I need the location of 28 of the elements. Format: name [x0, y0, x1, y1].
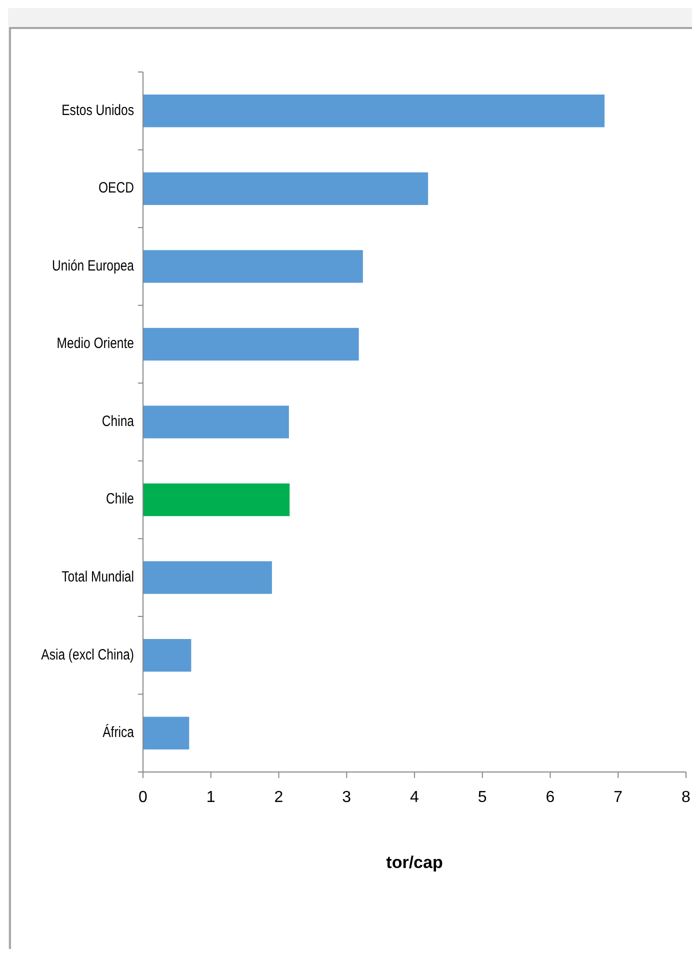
x-tick-label: 8	[682, 789, 691, 806]
bar	[143, 328, 359, 361]
y-tick-label: Estos Unidos	[62, 102, 134, 118]
x-tick-label: 6	[546, 789, 555, 806]
x-tick-label: 1	[206, 789, 216, 806]
x-tick-label: 4	[410, 789, 420, 806]
bar	[143, 639, 192, 672]
y-tick-label: África	[102, 724, 134, 740]
bar	[143, 406, 289, 438]
y-tick-label: China	[102, 412, 134, 430]
y-tick-label: Asia (excl China)	[41, 646, 134, 663]
bar	[143, 483, 290, 516]
bar	[143, 172, 428, 205]
y-tick-label: Unión Europea	[52, 257, 134, 274]
bar	[143, 716, 190, 750]
y-tick-label: Medio Oriente	[56, 335, 134, 352]
x-tick-label: 2	[274, 789, 284, 806]
y-tick-label: Total Mundial	[62, 568, 134, 585]
y-tick-label: Chile	[106, 490, 134, 508]
x-tick-label: 0	[138, 789, 148, 806]
bar	[143, 561, 272, 594]
bar	[143, 250, 363, 283]
x-tick-label: 5	[478, 789, 487, 806]
x-axis-title: tor/cap	[386, 853, 443, 872]
x-tick-label: 7	[614, 789, 623, 806]
x-tick-label: 3	[342, 789, 352, 806]
bar	[143, 94, 605, 128]
y-tick-label: OECD	[98, 180, 134, 196]
